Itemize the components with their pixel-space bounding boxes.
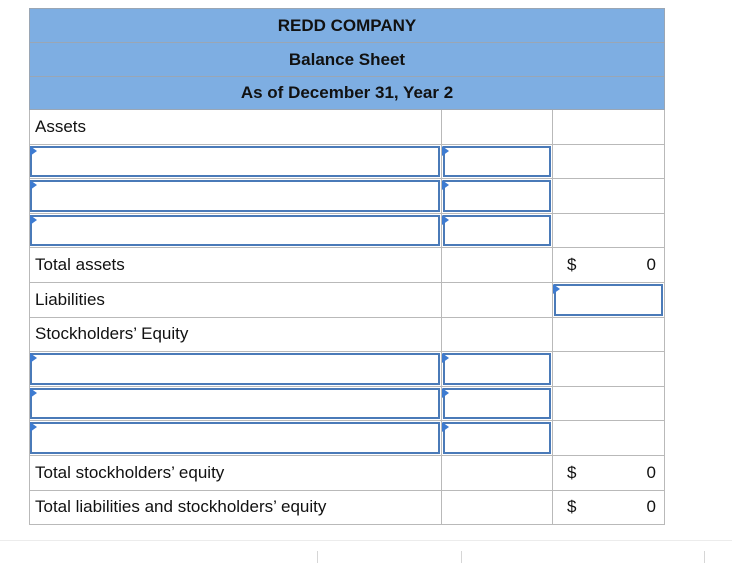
divider-tick — [461, 551, 462, 563]
dropdown-marker-icon — [30, 353, 37, 364]
dropdown-marker-icon — [442, 422, 449, 433]
total-liab-equity-label: Total liabilities and stockholders’ equi… — [29, 490, 442, 526]
asset-input-row — [29, 179, 665, 214]
company-name: REDD COMPANY — [29, 8, 665, 42]
statement-date: As of December 31, Year 2 — [29, 76, 665, 110]
liabilities-row: Liabilities — [29, 282, 665, 318]
dropdown-marker-icon — [442, 145, 449, 156]
asset-amount-input[interactable] — [443, 214, 551, 247]
dropdown-marker-icon — [30, 422, 37, 433]
equity-amount-input[interactable] — [443, 387, 551, 420]
liabilities-label: Liabilities — [29, 282, 442, 318]
equity-label: Stockholders’ Equity — [29, 317, 442, 353]
currency-symbol: $ — [567, 255, 577, 275]
total-assets-label: Total assets — [29, 248, 442, 283]
statement-title: Balance Sheet — [29, 42, 665, 76]
dropdown-marker-icon — [30, 145, 37, 156]
asset-name-input[interactable] — [30, 180, 440, 212]
asset-amount-input[interactable] — [443, 145, 551, 178]
equity-amount-input[interactable] — [443, 353, 551, 385]
asset-input-row — [29, 213, 665, 249]
dropdown-marker-icon — [30, 387, 37, 398]
dropdown-marker-icon — [442, 214, 449, 225]
equity-name-input[interactable] — [30, 353, 440, 385]
assets-label: Assets — [29, 110, 442, 145]
dropdown-marker-icon — [30, 214, 37, 225]
dropdown-marker-icon — [553, 283, 560, 294]
asset-input-row — [29, 144, 665, 180]
equity-name-input[interactable] — [30, 422, 440, 454]
total-assets-row: Total assets $ 0 — [29, 248, 665, 283]
total-assets-value: 0 — [646, 255, 656, 275]
dropdown-marker-icon — [442, 387, 449, 398]
equity-input-row — [29, 421, 665, 456]
divider-tick — [317, 551, 318, 563]
liabilities-amount-input[interactable] — [554, 283, 663, 316]
currency-symbol: $ — [567, 497, 577, 517]
currency-symbol: $ — [567, 462, 577, 482]
equity-header-row: Stockholders’ Equity — [29, 317, 665, 353]
total-equity-label: Total stockholders’ equity — [29, 455, 442, 491]
balance-sheet: REDD COMPANY Balance Sheet As of Decembe… — [29, 8, 665, 526]
asset-name-input[interactable] — [30, 214, 440, 247]
dropdown-marker-icon — [442, 353, 449, 364]
dropdown-marker-icon — [30, 180, 37, 191]
assets-header-row: Assets — [29, 110, 665, 145]
asset-name-input[interactable] — [30, 145, 440, 178]
total-liab-equity-value: 0 — [646, 497, 656, 517]
equity-input-row — [29, 386, 665, 422]
asset-amount-input[interactable] — [443, 180, 551, 212]
equity-input-row — [29, 352, 665, 387]
total-equity-value: 0 — [646, 462, 656, 482]
divider-tick — [704, 551, 705, 563]
equity-name-input[interactable] — [30, 387, 440, 420]
total-equity-row: Total stockholders’ equity $ 0 — [29, 455, 665, 491]
equity-amount-input[interactable] — [443, 422, 551, 454]
total-liab-equity-row: Total liabilities and stockholders’ equi… — [29, 490, 665, 526]
bottom-divider — [0, 540, 732, 563]
dropdown-marker-icon — [442, 180, 449, 191]
